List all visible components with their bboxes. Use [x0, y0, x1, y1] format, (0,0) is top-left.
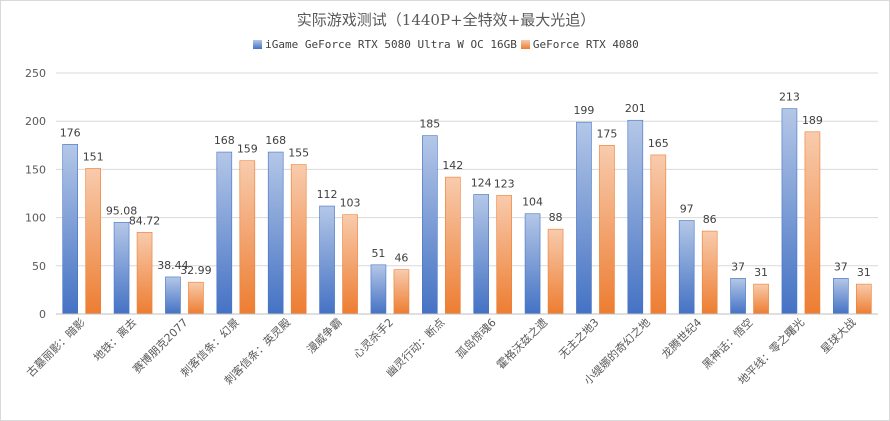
data-label-series-1: 123: [494, 177, 515, 190]
y-tick-label: 250: [25, 67, 46, 80]
x-category-label: 无主之地3: [556, 315, 602, 361]
bar-series-0: [216, 151, 233, 315]
bar-series-0: [576, 121, 592, 315]
y-tick-label: 0: [39, 308, 46, 321]
bar-series-1: [393, 269, 410, 315]
legend-swatch-orange: [520, 40, 530, 49]
data-label-series-1: 103: [340, 197, 361, 210]
data-label-series-1: 31: [754, 266, 768, 279]
legend-label-series-1: GeForce RTX 4080: [532, 38, 639, 51]
bar-series-0: [267, 151, 284, 315]
bar-series-1: [445, 176, 461, 315]
x-category-label: 漫威争霸: [304, 315, 345, 356]
x-category-label: 霍格沃兹之遗: [494, 315, 551, 372]
legend-item-series-0: iGame GeForce RTX 5080 Ultra W OC 16GB: [253, 38, 517, 51]
bar-series-0: [730, 278, 746, 315]
data-label-series-0: 112: [317, 188, 338, 201]
data-label-series-0: 51: [371, 247, 385, 260]
bar-series-0: [165, 276, 181, 315]
bar-series-1: [496, 195, 512, 315]
data-label-series-1: 142: [442, 159, 463, 172]
data-label-series-0: 185: [419, 118, 440, 131]
bar-series-1: [290, 164, 307, 315]
legend-swatch-blue: [253, 40, 263, 49]
data-label-series-1: 175: [596, 127, 617, 140]
bar-series-1: [239, 160, 256, 315]
data-label-series-0: 37: [834, 260, 848, 273]
bar-series-1: [701, 230, 718, 315]
data-label-series-1: 151: [83, 150, 104, 163]
bar-series-0: [422, 135, 438, 315]
bar-series-1: [188, 281, 204, 315]
data-label-series-1: 159: [237, 143, 258, 156]
bar-series-0: [370, 264, 387, 315]
data-label-series-0: 104: [522, 196, 543, 209]
bar-series-0: [62, 144, 78, 315]
data-label-series-0: 201: [625, 102, 646, 115]
bar-series-1: [753, 283, 769, 315]
data-label-series-0: 38.44: [157, 259, 189, 272]
bar-series-1: [856, 283, 872, 315]
data-label-series-0: 213: [779, 91, 800, 104]
y-tick-label: 200: [25, 115, 46, 128]
bar-series-1: [599, 145, 615, 315]
legend-item-series-1: GeForce RTX 4080: [520, 38, 639, 51]
data-label-series-1: 31: [857, 266, 871, 279]
data-label-series-1: 86: [703, 213, 717, 226]
legend-label-series-0: iGame GeForce RTX 5080 Ultra W OC 16GB: [265, 38, 517, 51]
y-tick-label: 150: [25, 163, 46, 176]
x-category-label: 古墓丽影：暗影: [23, 315, 87, 379]
data-label-series-0: 176: [60, 126, 81, 139]
bar-series-1: [547, 228, 564, 315]
data-label-series-0: 168: [214, 134, 235, 147]
bar-series-0: [113, 222, 130, 315]
data-label-series-0: 97: [680, 202, 694, 215]
data-label-series-1: 165: [648, 137, 669, 150]
data-label-series-0: 95.08: [106, 204, 138, 217]
bar-series-1: [85, 168, 101, 315]
data-label-series-1: 155: [288, 147, 309, 160]
bar-series-0: [319, 205, 335, 315]
x-category-label: 心灵杀手2: [350, 315, 396, 361]
data-label-series-1: 88: [549, 211, 563, 224]
data-label-series-0: 168: [265, 134, 286, 147]
x-category-label: 孤岛惊魂6: [453, 315, 499, 361]
data-label-series-0: 124: [471, 176, 492, 189]
bar-series-1: [650, 154, 667, 315]
bar-series-0: [473, 194, 489, 315]
bar-series-0: [833, 278, 849, 315]
bar-series-1: [342, 214, 358, 315]
y-tick-label: 100: [25, 212, 46, 225]
bar-series-1: [136, 232, 153, 315]
legend: iGame GeForce RTX 5080 Ultra W OC 16GB G…: [1, 38, 890, 51]
data-label-series-1: 189: [802, 114, 823, 127]
bar-series-0: [627, 119, 644, 315]
chart-title: 实际游戏测试（1440P+全特效+最大光追）: [296, 11, 596, 29]
bar-series-0: [524, 213, 541, 315]
x-category-label: 星球大战: [817, 315, 858, 356]
bar-series-1: [804, 131, 821, 315]
x-category-label: 龙腾世纪4: [658, 315, 704, 361]
x-category-label: 黑神话：悟空: [699, 315, 756, 372]
data-label-series-1: 84.72: [129, 214, 161, 227]
y-tick-label: 50: [32, 260, 46, 273]
x-category-label: 地铁：离去: [90, 315, 139, 364]
data-label-series-0: 199: [573, 104, 594, 117]
data-label-series-0: 37: [731, 260, 745, 273]
data-label-series-1: 46: [394, 252, 408, 265]
data-label-series-1: 32.99: [180, 264, 212, 277]
bar-series-0: [678, 220, 695, 315]
bar-series-0: [781, 108, 798, 315]
